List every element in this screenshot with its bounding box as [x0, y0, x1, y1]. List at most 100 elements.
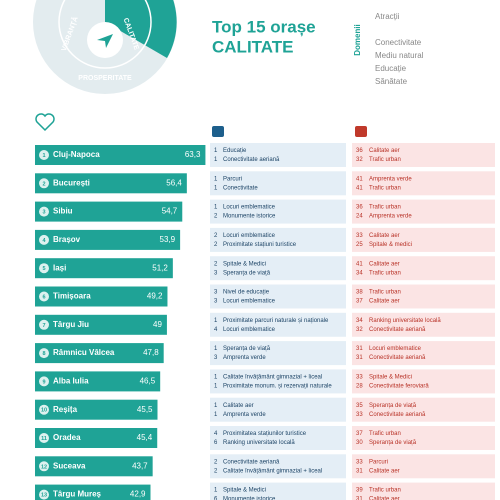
- strengths-box: [210, 312, 346, 337]
- strengths-rank: 2: [214, 233, 218, 239]
- strengths-label: Locuri emblematice: [223, 299, 276, 305]
- strengths-rank: 2: [214, 214, 218, 220]
- weaknesses-rank: 34: [356, 270, 363, 276]
- weaknesses-rank: 41: [356, 185, 363, 191]
- rank: 5: [42, 266, 45, 272]
- bar: [35, 428, 158, 448]
- legend-item: Conectivitate: [375, 38, 422, 47]
- rank: 10: [41, 408, 47, 414]
- weaknesses-label: Ranking universitate locală: [369, 318, 441, 324]
- weaknesses-box: [352, 482, 495, 500]
- value-label: 43,7: [132, 461, 148, 470]
- thumbs-down-icon: [355, 126, 367, 137]
- strengths-rank: 6: [214, 497, 218, 500]
- weaknesses-rank: 39: [356, 488, 363, 494]
- city: Alba Iulia: [53, 377, 89, 386]
- legend-item: Atracții: [375, 12, 400, 21]
- bar: [35, 484, 151, 500]
- rank-badge: [39, 461, 49, 472]
- strengths-rank: 2: [214, 261, 218, 267]
- wheel-ring: [58, 0, 152, 69]
- rank-badge: [39, 234, 49, 245]
- strengths-rank: 3: [214, 355, 218, 361]
- value-label: 51,2: [152, 263, 168, 272]
- bar: [35, 173, 187, 194]
- city: Târgu Mureș: [53, 490, 102, 499]
- strengths-label: Conectivitate: [223, 185, 258, 191]
- strengths-label: Speranța de viață: [223, 346, 271, 352]
- rank-badge: [39, 206, 49, 217]
- strengths-box: [210, 171, 346, 196]
- strengths-box: [210, 199, 346, 224]
- value-label: 45,4: [137, 433, 153, 442]
- strengths-rank: 1: [214, 383, 218, 389]
- weaknesses-label: Calitate aer: [369, 261, 400, 267]
- weaknesses-rank: 24: [356, 214, 363, 220]
- strengths-label: Spitale & Medici: [223, 261, 266, 267]
- rank: 9: [42, 379, 45, 385]
- strengths-label: Parcuri: [223, 176, 242, 182]
- rank: 1: [42, 153, 45, 159]
- strengths-label: Nivel de educație: [223, 290, 270, 296]
- strengths-label: Calitate învățământ gimnazial + liceal: [223, 374, 322, 380]
- weaknesses-rank: 25: [356, 242, 363, 248]
- city: Râmnicu Vâlcea: [53, 348, 115, 357]
- strengths-rank: 4: [214, 431, 218, 437]
- weaknesses-rank: 33: [356, 233, 363, 239]
- title: Top 15 orașe: [212, 17, 316, 36]
- value-label: 46,5: [140, 377, 156, 386]
- strengths-rank: 2: [214, 242, 218, 248]
- weaknesses-box: [352, 171, 495, 196]
- weaknesses-rank: 37: [356, 431, 363, 437]
- weaknesses-label: Calitate aer: [369, 299, 400, 305]
- weaknesses-rank: 34: [356, 318, 363, 324]
- weaknesses-rank: 32: [356, 327, 363, 333]
- weaknesses-rank: 36: [356, 148, 363, 154]
- city: Iași: [53, 263, 66, 272]
- bar: [35, 201, 183, 222]
- weaknesses-label: Conectivitate aeriană: [369, 412, 426, 418]
- strengths-rank: 1: [214, 374, 218, 380]
- weaknesses-label: Speranța de viață: [369, 440, 417, 446]
- heart-icon: [35, 113, 55, 132]
- weaknesses-label: Conectivitate aeriană: [369, 327, 426, 333]
- weaknesses-rank: 32: [356, 157, 363, 163]
- city: Suceava: [53, 461, 86, 470]
- weaknesses-rank: 30: [356, 440, 363, 446]
- strengths-label: Locuri emblematice: [223, 205, 276, 211]
- weaknesses-rank: 37: [356, 299, 363, 305]
- strengths-rank: 1: [214, 148, 218, 154]
- weaknesses-label: Parcuri: [369, 459, 388, 465]
- value-label: 63,3: [185, 150, 201, 159]
- weaknesses-label: Amprenta verde: [369, 176, 412, 182]
- weaknesses-rank: 33: [356, 459, 363, 465]
- strengths-label: Monumente istorice: [223, 497, 276, 500]
- weaknesses-box: [352, 369, 495, 394]
- strengths-label: Proximitate stațiuni turistice: [223, 242, 297, 248]
- strengths-label: Amprenta verde: [223, 355, 266, 361]
- weaknesses-rank: 31: [356, 346, 363, 352]
- city: Cluj-Napoca: [53, 150, 100, 159]
- strengths-label: Locuri emblematice: [223, 327, 276, 333]
- city: Oradea: [53, 433, 81, 442]
- weaknesses-rank: 41: [356, 261, 363, 267]
- weaknesses-label: Amprenta verde: [369, 214, 412, 220]
- rank: 6: [42, 294, 45, 300]
- bar: [35, 371, 161, 392]
- weaknesses-rank: 31: [356, 497, 363, 500]
- weaknesses-box: [352, 312, 495, 337]
- weaknesses-box: [352, 227, 495, 252]
- value-label: 56,4: [166, 178, 182, 187]
- bar: [35, 343, 164, 364]
- strengths-label: Spitale & Medici: [223, 488, 266, 494]
- city: Reșița: [53, 405, 78, 414]
- strengths-label: Amprenta verde: [223, 412, 266, 418]
- strengths-label: Educație: [223, 148, 247, 154]
- rank-badge: [39, 404, 49, 415]
- strengths-label: Proximitate monum. și rezervații natural…: [223, 383, 332, 389]
- strengths-label: Speranța de viață: [223, 270, 271, 276]
- legend-item: Sănătate: [375, 77, 408, 86]
- strengths-rank: 3: [214, 290, 218, 296]
- wheel-label: PROSPERITATE: [78, 75, 132, 82]
